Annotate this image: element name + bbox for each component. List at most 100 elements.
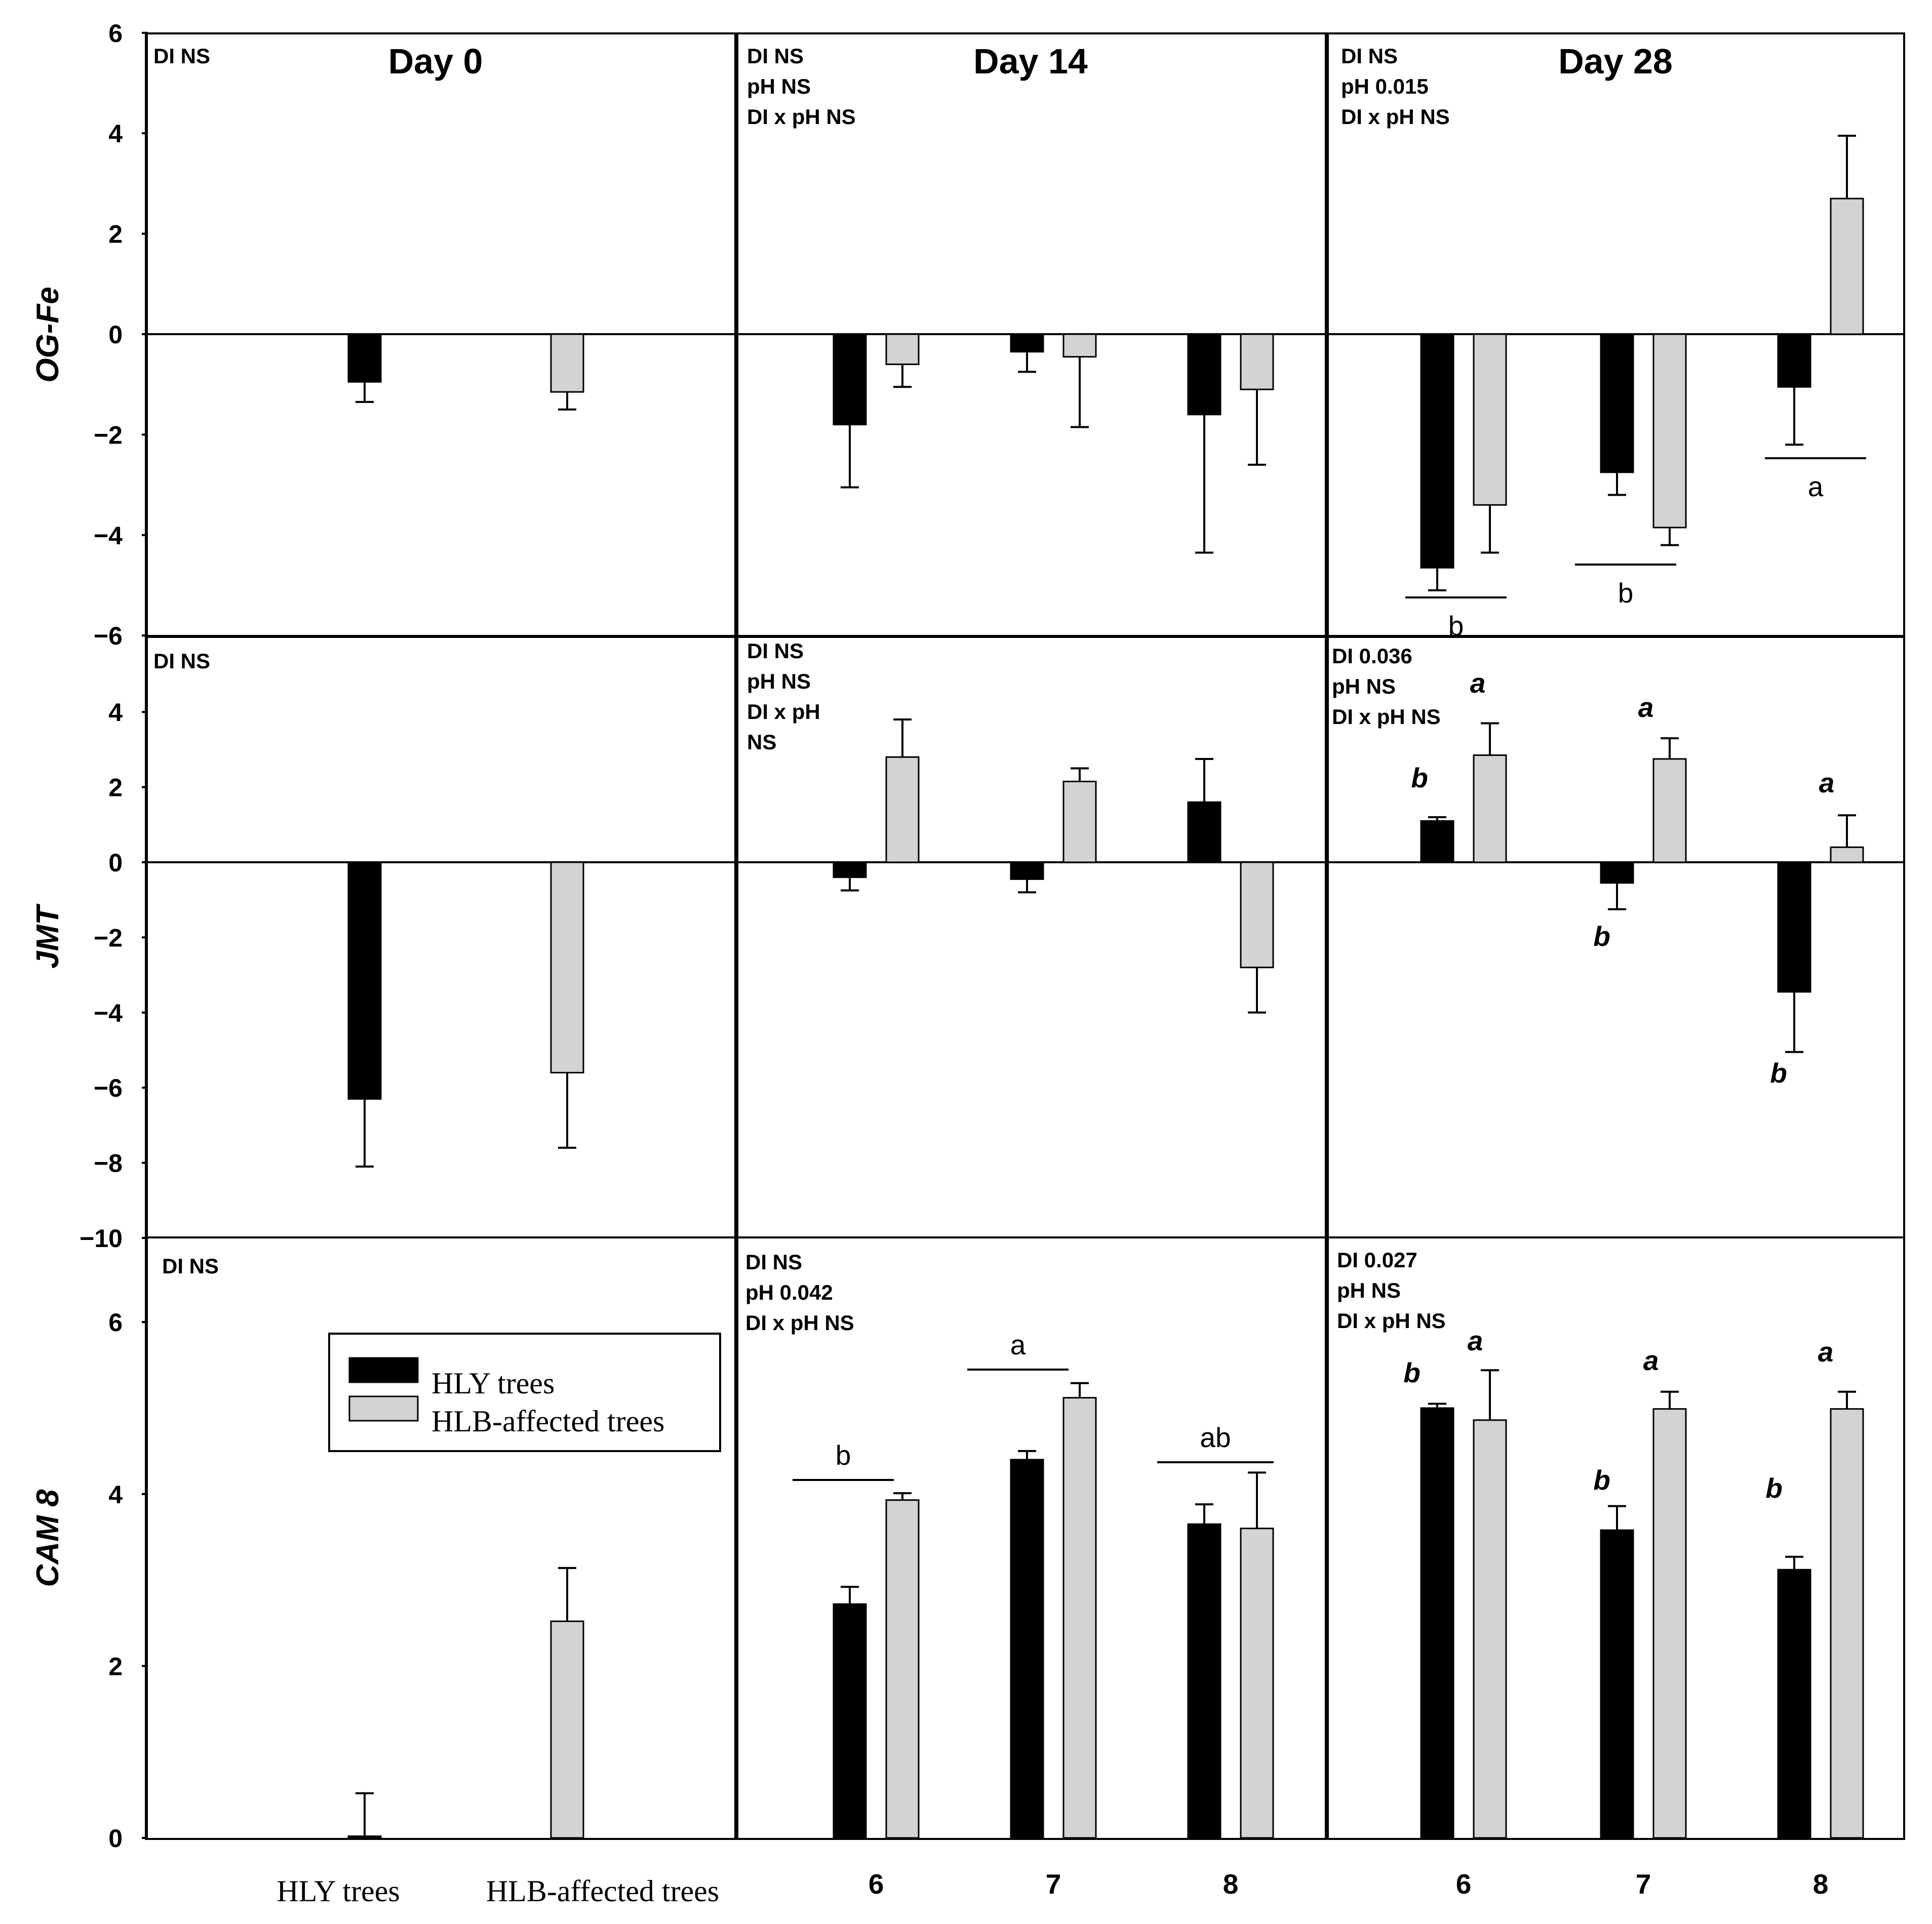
- legend-label-hly: HLY trees: [431, 1367, 555, 1400]
- bar-hlb: [1240, 333, 1274, 390]
- y-tick-label: −6: [94, 622, 123, 650]
- y-tick-label: −2: [94, 924, 123, 952]
- y-tick-label: 6: [108, 1308, 123, 1337]
- bar-hlb: [885, 756, 920, 863]
- bar-hly: [1010, 333, 1044, 353]
- significance-letter: a: [1643, 1345, 1659, 1376]
- y-tick-label: 0: [108, 320, 123, 349]
- stats-text: pH NS: [747, 74, 811, 98]
- stats-text: pH NS: [747, 669, 811, 693]
- bar-hly: [1010, 861, 1044, 880]
- significance-letter: a: [1808, 471, 1824, 502]
- stats-text: DI x pH NS: [747, 105, 856, 129]
- bar-hly: [1187, 1523, 1221, 1839]
- x-tick-label: HLB-affected trees: [486, 1874, 719, 1908]
- bar-hlb: [1652, 1408, 1687, 1839]
- stats-text: DI 0.027: [1337, 1248, 1417, 1272]
- x-tick-label: HLY trees: [277, 1874, 400, 1908]
- column-title-1: Day 14: [973, 42, 1088, 81]
- stats-text: DI x pH NS: [1341, 105, 1450, 129]
- column-title-0: Day 0: [388, 42, 483, 81]
- bar-hlb: [550, 1620, 584, 1839]
- bar-hly: [1187, 801, 1221, 863]
- bar-hlb: [1062, 1397, 1097, 1839]
- bar-hlb: [1830, 1408, 1864, 1839]
- panel-frame-r2-c1: [736, 1236, 1327, 1840]
- stats-text: DI 0.036: [1332, 644, 1412, 668]
- stats-text: DI NS: [162, 1254, 219, 1278]
- column-title-2: Day 28: [1558, 42, 1673, 81]
- bar-hlb: [1473, 754, 1507, 863]
- stats-text: DI x pH NS: [1332, 705, 1441, 729]
- stats-text: DI x pH NS: [745, 1311, 854, 1335]
- bar-hlb: [1473, 333, 1507, 506]
- y-tick-label: 4: [108, 1480, 123, 1509]
- stats-text: NS: [747, 730, 776, 754]
- stats-text: pH 0.015: [1341, 74, 1429, 98]
- stats-text: DI NS: [153, 649, 210, 673]
- y-tick-label: −8: [94, 1149, 123, 1178]
- significance-letter: b: [1411, 762, 1428, 793]
- bar-hly: [1010, 1459, 1044, 1839]
- x-tick-label: 8: [1813, 1868, 1829, 1900]
- y-tick-label: 0: [108, 1824, 123, 1853]
- bar-hlb: [550, 861, 584, 1074]
- y-axis-label: OG-Fe: [30, 287, 65, 382]
- legend-swatch-hlb: [348, 1395, 419, 1422]
- bar-hly: [347, 1835, 382, 1839]
- y-tick-label: 2: [108, 1652, 123, 1680]
- y-tick-label: 0: [108, 849, 123, 877]
- legend-box: [328, 1333, 721, 1452]
- y-tick-label: −6: [94, 1074, 123, 1102]
- stats-text: DI NS: [747, 639, 804, 663]
- significance-letter: a: [1468, 1325, 1483, 1356]
- bar-hlb: [1652, 758, 1687, 863]
- bar-hly: [347, 861, 382, 1100]
- stats-text: pH NS: [1337, 1278, 1401, 1302]
- bar-hly: [833, 861, 867, 878]
- stats-text: DI NS: [747, 44, 804, 68]
- panel-frame-r2-c0: [145, 1236, 736, 1840]
- bar-hlb: [1240, 1528, 1274, 1839]
- panel-frame-r2-c2: [1327, 1236, 1905, 1840]
- bar-hlb: [1473, 1419, 1507, 1839]
- bar-hlb: [885, 1499, 920, 1839]
- significance-letter: b: [1593, 920, 1610, 952]
- bar-hly: [1420, 1407, 1454, 1839]
- bar-hly: [1777, 861, 1811, 993]
- x-tick-label: 7: [1046, 1868, 1061, 1900]
- significance-letter: b: [1765, 1472, 1783, 1504]
- legend-label-hlb: HLB-affected trees: [431, 1405, 664, 1438]
- bar-hlb: [1062, 333, 1097, 358]
- bar-hly: [833, 333, 867, 426]
- x-tick-label: 6: [1456, 1868, 1472, 1900]
- significance-letter: a: [1819, 767, 1835, 798]
- bar-hlb: [1830, 846, 1864, 863]
- y-tick-label: 2: [108, 220, 123, 249]
- bar-hlb: [885, 333, 920, 366]
- stats-text: DI NS: [745, 1250, 802, 1274]
- stats-text: DI NS: [153, 44, 210, 68]
- significance-letter: a: [1470, 667, 1486, 699]
- y-axis-label: CAM 8: [30, 1489, 65, 1587]
- significance-letter: b: [1770, 1057, 1787, 1089]
- bar-hly: [1600, 861, 1634, 884]
- y-tick-label: 6: [108, 19, 123, 48]
- y-tick-label: 4: [108, 119, 123, 148]
- bar-hly: [1600, 333, 1634, 473]
- y-tick-label: −4: [94, 999, 123, 1027]
- stats-text: DI x pH NS: [1337, 1309, 1446, 1333]
- stats-text: pH NS: [1332, 674, 1396, 698]
- significance-letter: b: [1618, 577, 1634, 609]
- significance-letter: a: [1638, 692, 1654, 723]
- stats-text: DI NS: [1341, 44, 1398, 68]
- bar-hly: [1600, 1529, 1634, 1839]
- bar-hly: [1420, 333, 1454, 569]
- significance-letter: a: [1818, 1336, 1834, 1368]
- y-tick-label: −10: [80, 1224, 123, 1253]
- x-tick-label: 6: [869, 1868, 884, 1900]
- y-tick-label: −2: [94, 421, 123, 449]
- bar-hly: [1420, 820, 1454, 863]
